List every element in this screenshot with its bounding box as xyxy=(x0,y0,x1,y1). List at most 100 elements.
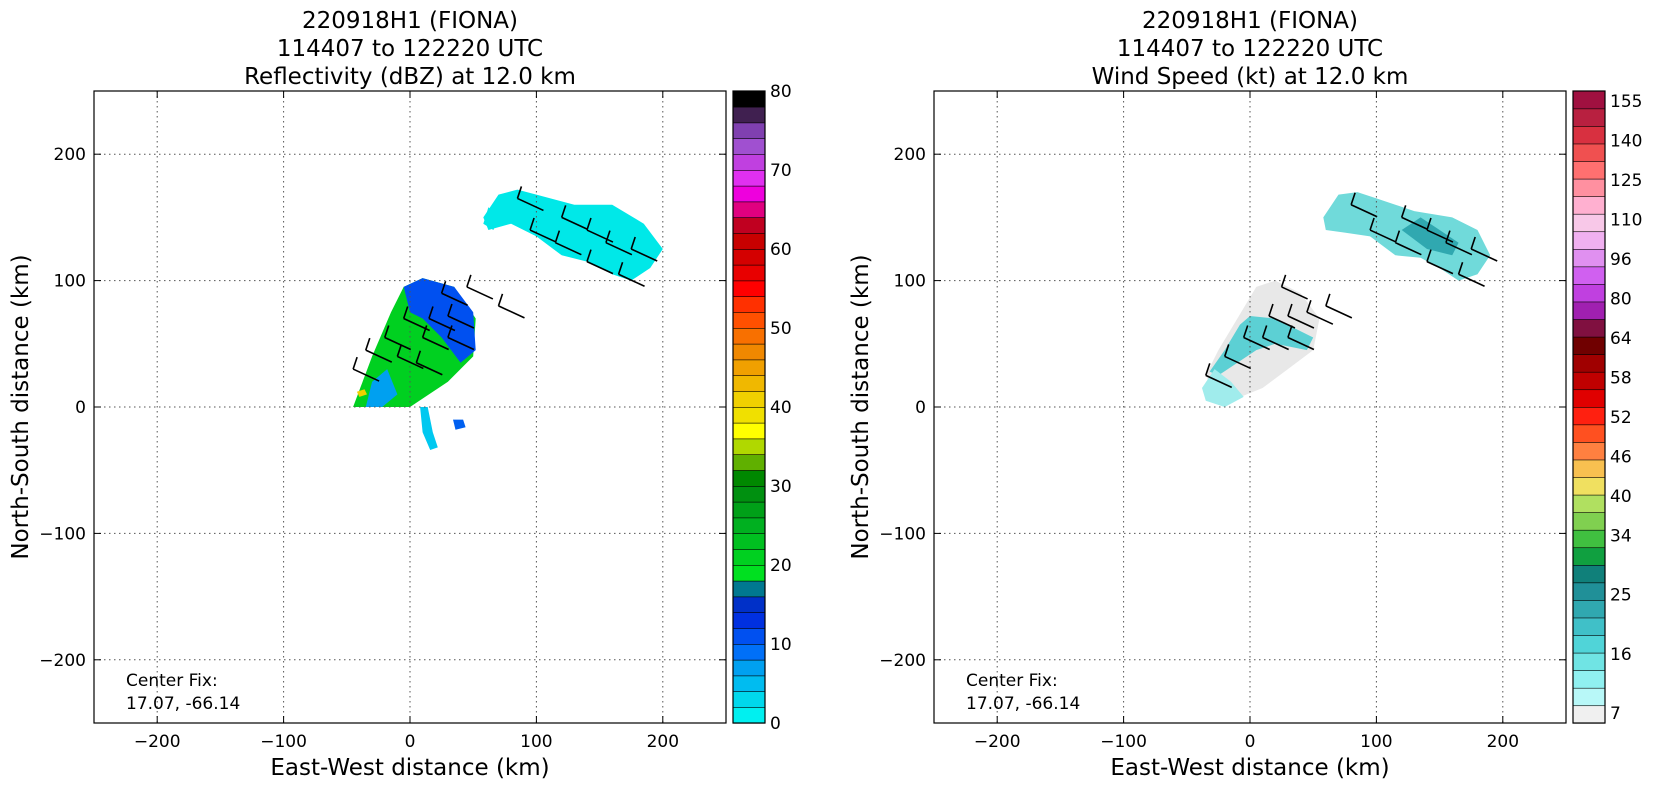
wind-barb-shaft xyxy=(1426,229,1454,243)
colorbar-cell xyxy=(732,106,766,124)
colorbar-cell xyxy=(1572,547,1606,566)
colorbar-cell xyxy=(1572,318,1606,338)
y-tick-label: 100 xyxy=(894,272,926,292)
wind-barb xyxy=(1287,303,1315,329)
wind-barb xyxy=(440,280,468,306)
wind-barb-shaft xyxy=(1369,229,1397,243)
wind-barb xyxy=(421,325,449,351)
colorbar-cell xyxy=(732,248,766,266)
wind-barb-shaft xyxy=(466,286,494,300)
colorbar-cell xyxy=(1572,283,1606,303)
wind-barb-shaft xyxy=(498,305,525,319)
colorbar-cell xyxy=(732,327,766,345)
chart-title-line-2: 114407 to 122220 UTC xyxy=(277,36,543,62)
y-tick-label: 100 xyxy=(54,272,86,292)
colorbar-tick-label: 52 xyxy=(1610,408,1632,428)
colorbar-cell xyxy=(1572,494,1606,513)
colorbar-tick-label: 46 xyxy=(1610,447,1632,467)
wind-barb-flag xyxy=(560,205,567,218)
echo-region-band-cyan xyxy=(483,189,663,281)
chart-title-line-1: 220918H1 (FIONA) xyxy=(1142,8,1358,34)
wind-barb-shaft xyxy=(1426,260,1454,275)
colorbar-tick-label: 25 xyxy=(1610,586,1632,606)
colorbar-cell xyxy=(732,406,766,424)
wind-barb-shaft xyxy=(555,241,582,256)
colorbar-cell xyxy=(732,169,766,187)
wind-barb xyxy=(1457,262,1485,288)
wind-barb-shaft xyxy=(365,349,393,363)
colorbar-cell xyxy=(732,201,766,219)
y-tick-label: −100 xyxy=(879,524,926,544)
colorbar-cell xyxy=(732,548,766,566)
colorbar-cell xyxy=(1572,336,1606,355)
wind-barb-shaft xyxy=(384,336,412,351)
wind-barb-shaft xyxy=(441,292,468,306)
wind-barb-flag xyxy=(1426,249,1432,262)
wind-barb-shaft xyxy=(630,248,658,262)
echo-region-yellow-dot xyxy=(356,389,367,397)
center-fix-note-line-2: 17.07, -66.14 xyxy=(966,694,1080,714)
wind-barb xyxy=(1426,249,1454,275)
colorbar-cell xyxy=(732,122,766,139)
wind-barb-flag xyxy=(1426,217,1432,231)
wind-barb xyxy=(447,303,475,329)
wind-barb xyxy=(1223,344,1252,370)
center-fix-note-line-2: 17.07, -66.14 xyxy=(126,694,240,714)
colorbar-cell xyxy=(732,469,766,487)
wind-barb-shaft xyxy=(1470,248,1498,262)
colorbar-cell xyxy=(732,596,766,613)
x-tick-label: −200 xyxy=(134,732,181,752)
colorbar-cell xyxy=(732,533,766,550)
colorbar-cell xyxy=(732,390,766,408)
wind-barb xyxy=(447,325,475,351)
echo-region-band-dark xyxy=(1401,217,1459,256)
wind-barb-flag xyxy=(529,217,535,231)
colorbar-cell xyxy=(732,706,766,724)
x-tick-label: 0 xyxy=(405,732,416,752)
wind-barb-shaft xyxy=(529,229,557,243)
wind-barb-shaft xyxy=(352,368,380,382)
y-axis-label: North-South distance (km) xyxy=(8,254,34,559)
wind-barb-shaft xyxy=(1395,241,1422,256)
colorbar-cell xyxy=(1572,582,1606,601)
wind-barb-shaft xyxy=(618,273,645,288)
center-fix-note-line-1: Center Fix: xyxy=(966,671,1058,691)
x-tick-label: 100 xyxy=(520,732,552,752)
colorbar-cell xyxy=(1572,143,1606,162)
wind-barb-flag xyxy=(1287,303,1293,317)
wind-barb-flag xyxy=(1350,192,1356,206)
colorbar-cell xyxy=(732,612,766,629)
x-tick-label: −100 xyxy=(1100,732,1147,752)
wind-barb xyxy=(396,344,424,370)
echo-region-stub2 xyxy=(453,419,466,430)
colorbar-cell xyxy=(732,280,766,298)
echo-region-band xyxy=(1323,192,1491,281)
wind-barb-flag xyxy=(1205,363,1211,376)
y-tick-label: 200 xyxy=(894,145,926,165)
wind-barb xyxy=(586,217,614,243)
x-axis-label: East-West distance (km) xyxy=(1110,755,1389,781)
wind-barb-shaft xyxy=(397,355,424,370)
wind-barb-shaft xyxy=(447,336,475,351)
wind-barb xyxy=(617,262,645,288)
wind-barb-shaft xyxy=(1205,374,1233,389)
colorbar-cell xyxy=(1572,389,1606,408)
y-axis-label: North-South distance (km) xyxy=(848,254,874,559)
wind-barb-flag xyxy=(415,350,422,364)
wind-barb-flag xyxy=(365,337,371,351)
colorbar-tick-label: 16 xyxy=(1610,645,1632,665)
colorbar-cell xyxy=(1572,248,1606,268)
colorbar-cell xyxy=(1572,441,1606,461)
y-tick-label: 0 xyxy=(915,398,926,418)
wind-barb xyxy=(1205,363,1233,389)
colorbar-cell xyxy=(732,627,766,645)
wind-barb-flag xyxy=(447,325,453,338)
colorbar-cell xyxy=(732,454,766,471)
wind-barb-flag xyxy=(1325,293,1331,307)
colorbar-cell xyxy=(1572,652,1606,671)
colorbar-cell xyxy=(732,359,766,377)
colorbar-cell xyxy=(1572,160,1606,180)
wind-barb-shaft xyxy=(1306,311,1334,325)
wind-barb-flag xyxy=(466,274,472,288)
